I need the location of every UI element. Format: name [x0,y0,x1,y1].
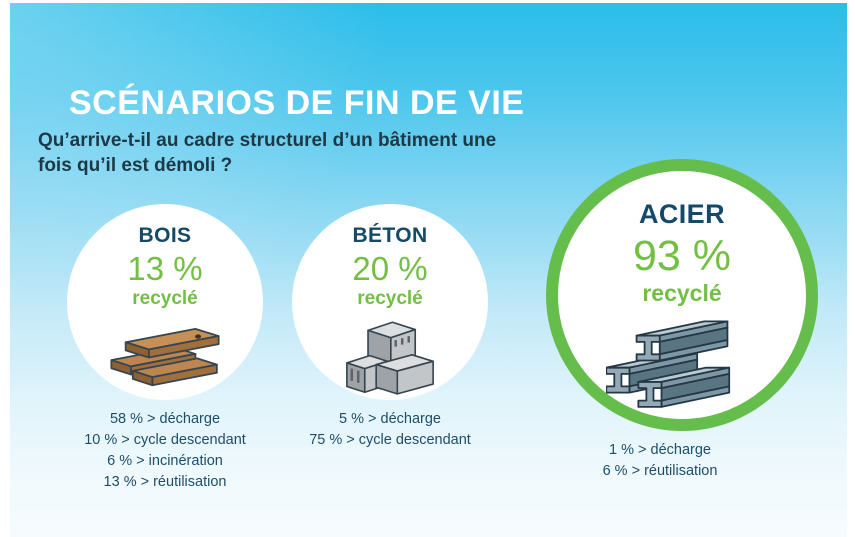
steel-beams-icon [606,320,731,408]
subtitle-line-2: fois qu’il est démoli ? [38,155,233,176]
subtitle-line-1: Qu’arrive-t-il au cadre structurel d’un … [38,130,497,151]
outcome-line: 58 % > décharge [109,411,221,427]
concrete-blocks-icon [346,321,434,395]
wood-planks-icon [110,327,220,386]
outcomes-acier: 1 % > décharge 6 % > réutilisation [535,440,785,482]
outcome-line: 5 % > décharge [339,411,441,427]
page-subtitle: Qu’arrive-t-il au cadre structurel d’un … [38,128,496,178]
outcome-line: 75 % > cycle descendant [309,432,471,448]
material-card-beton: BÉTON 20 % recyclé [292,204,488,400]
outcome-line: 1 % > décharge [609,442,711,458]
material-percent: 93 % [632,232,731,280]
material-name: BÉTON [352,224,428,247]
infographic-background: SCÉNARIOS DE FIN DE VIE Qu’arrive-t-il a… [10,3,847,537]
outcome-line: 6 % > incinération [107,453,223,469]
material-name: BOIS [138,224,192,247]
outcome-line: 13 % > réutilisation [103,474,227,490]
outcome-line: 6 % > réutilisation [602,463,718,479]
material-percent: 13 % [127,250,203,287]
material-name: ACIER [638,199,725,229]
material-recycled-label: recyclé [642,280,722,307]
page-title: SCÉNARIOS DE FIN DE VIE [69,84,525,122]
outcomes-beton: 5 % > décharge 75 % > cycle descendant [265,409,515,451]
material-percent: 20 % [352,250,428,287]
outcome-line: 10 % > cycle descendant [84,432,246,448]
material-recycled-label: recyclé [132,287,198,309]
outcomes-bois: 58 % > décharge 10 % > cycle descendant … [40,409,290,493]
material-card-bois: BOIS 13 % recyclé [67,204,263,400]
material-card-acier: ACIER 93 % recyclé [546,159,818,431]
material-recycled-label: recyclé [357,287,423,309]
